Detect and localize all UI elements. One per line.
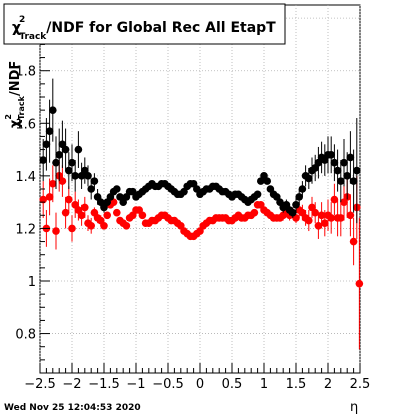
y-tick-label: 1.8 (15, 65, 36, 80)
y-tick-label: 0.8 (15, 328, 36, 343)
data-point (45, 193, 54, 201)
ylabel-rest: /NDF (8, 61, 23, 96)
data-point (81, 203, 89, 212)
data-point (355, 279, 364, 288)
data-point (292, 200, 300, 209)
data-point (346, 211, 355, 220)
data-point (49, 106, 57, 114)
data-point (333, 166, 342, 175)
data-point (65, 195, 73, 204)
data-point (68, 158, 76, 167)
data-point (52, 158, 60, 167)
data-point (103, 211, 111, 220)
data-point (39, 156, 47, 164)
x-tick-label: −2.5 (24, 377, 56, 392)
chart-title: χ2 Track/NDF for Global Rec All EtapT (12, 15, 276, 42)
title-box (3, 3, 286, 45)
data-point (327, 151, 336, 159)
data-point (295, 193, 304, 201)
data-point (305, 174, 313, 183)
data-point (84, 172, 92, 180)
y-tick-label: 1.6 (15, 117, 36, 132)
data-point (321, 219, 329, 227)
data-point (298, 185, 307, 193)
data-point (263, 177, 272, 185)
data-point (317, 211, 326, 220)
data-point (113, 208, 121, 217)
x-tick-label: 1.5 (286, 377, 307, 392)
data-point (61, 208, 70, 217)
data-point (343, 172, 352, 180)
data-point (49, 179, 57, 188)
y-axis-label: χ2 Track/NDF (4, 61, 26, 128)
data-point (314, 222, 323, 230)
x-tick-label: 0.5 (222, 377, 243, 392)
data-point (253, 190, 262, 199)
data-point (65, 166, 73, 175)
data-point (55, 151, 63, 159)
x-tick-label: −1 (126, 377, 145, 392)
data-point (87, 222, 95, 230)
series-black (39, 78, 361, 224)
data-point (42, 140, 51, 149)
title-sup: 2 (19, 15, 25, 25)
data-point (330, 195, 339, 204)
data-point (113, 185, 121, 193)
y-tick-label: 1 (28, 275, 36, 290)
data-point (353, 166, 361, 175)
data-point (340, 158, 348, 167)
x-tick-label: 2.5 (350, 377, 371, 392)
title-rest: /NDF for Global Rec All EtapT (46, 20, 276, 36)
x-tick-label: −0.5 (152, 377, 184, 392)
ylabel-chi: χ (8, 119, 23, 128)
y-tick-label: 1.2 (15, 222, 36, 237)
x-tick-label: 1 (260, 377, 268, 392)
data-point (122, 222, 131, 230)
data-point (77, 211, 86, 220)
data-point (100, 222, 108, 230)
data-point (349, 177, 358, 185)
y-tick-label: 1.4 (15, 170, 36, 185)
title-chi: χ (12, 20, 21, 36)
data-point (71, 172, 79, 180)
data-series (39, 78, 364, 350)
x-tick-label: −2 (62, 377, 81, 392)
x-tick-label: 2 (324, 377, 332, 392)
data-point (311, 208, 320, 217)
data-point (330, 158, 339, 167)
data-point (68, 224, 76, 233)
data-point (289, 208, 297, 217)
ylabel-sub: Track (17, 95, 26, 120)
data-point (74, 145, 83, 154)
x-tick-label: −1.5 (88, 377, 120, 392)
data-point (58, 177, 67, 185)
data-point (346, 153, 355, 162)
data-point (337, 214, 345, 222)
data-point (305, 216, 313, 225)
data-point (250, 208, 259, 217)
data-point (61, 145, 70, 154)
data-point (90, 177, 99, 185)
data-point (39, 195, 47, 204)
data-point (349, 237, 358, 246)
data-point (337, 177, 345, 185)
data-point (87, 185, 95, 193)
timestamp: Wed Nov 25 12:04:53 2020 (4, 403, 141, 413)
x-axis-label: η (350, 400, 358, 414)
x-tick-label: 0 (196, 377, 204, 392)
axes: −2.5 −2 −1.5 −1 −0.5 0 0.5 1 1.5 2 2.5 0.8 1 1.2 1.4 1.… (15, 4, 371, 392)
data-point (45, 127, 54, 135)
data-point (138, 211, 147, 220)
data-point (52, 227, 60, 235)
data-point (327, 214, 336, 222)
title-sub: Track (19, 32, 47, 42)
ylabel-sup: 2 (4, 114, 13, 120)
